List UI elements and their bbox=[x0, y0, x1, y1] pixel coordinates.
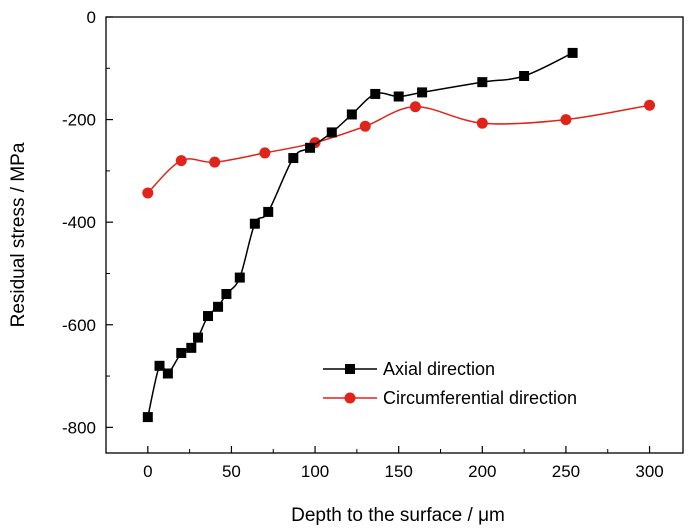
data-point-square bbox=[567, 47, 578, 58]
data-point-square bbox=[288, 153, 299, 164]
legend-marker bbox=[345, 364, 355, 374]
series-1 bbox=[142, 99, 656, 199]
x-tick-label: 0 bbox=[143, 462, 152, 481]
y-axis-title: Residual stress / MPa bbox=[8, 142, 29, 327]
series-line bbox=[147, 104, 650, 194]
data-point-square bbox=[192, 332, 203, 343]
legend-marker bbox=[344, 392, 356, 404]
axis-ticks bbox=[106, 16, 651, 453]
x-tick-label: 100 bbox=[301, 462, 329, 481]
legend-item: Axial direction bbox=[323, 359, 495, 379]
x-tick-label: 200 bbox=[468, 462, 496, 481]
data-point-square bbox=[154, 360, 165, 371]
series-line bbox=[147, 52, 573, 418]
data-point-circle bbox=[209, 156, 221, 168]
data-point-square bbox=[142, 412, 153, 423]
data-point-square bbox=[186, 342, 197, 353]
data-point-square bbox=[305, 142, 316, 153]
data-point-square bbox=[477, 77, 488, 88]
x-tick-label: 250 bbox=[552, 462, 580, 481]
data-point-circle bbox=[359, 120, 371, 132]
data-point-square bbox=[234, 272, 245, 283]
data-point-circle bbox=[142, 187, 154, 199]
y-tick-label: -600 bbox=[62, 316, 96, 335]
x-tick-label: 50 bbox=[222, 462, 241, 481]
y-tick-label: -800 bbox=[62, 418, 96, 437]
legend-label: Axial direction bbox=[383, 359, 495, 379]
data-point-circle bbox=[409, 101, 421, 113]
data-point-square bbox=[370, 88, 381, 99]
legend-label: Circumferential direction bbox=[383, 388, 577, 408]
data-point-square bbox=[417, 87, 428, 98]
y-tick-label: -400 bbox=[62, 213, 96, 232]
legend: Axial direction Circumferential direction bbox=[323, 359, 577, 408]
x-axis-title: Depth to the surface / μm bbox=[291, 505, 505, 526]
plot-frame bbox=[105, 16, 684, 454]
series-0 bbox=[142, 47, 578, 423]
data-point-square bbox=[326, 127, 337, 138]
data-point-square bbox=[221, 288, 232, 299]
data-point-circle bbox=[644, 99, 656, 111]
data-point-square bbox=[519, 70, 530, 81]
data-point-circle bbox=[259, 147, 271, 159]
series-layer bbox=[142, 47, 656, 423]
data-point-square bbox=[203, 311, 214, 322]
data-point-square bbox=[176, 347, 187, 358]
data-point-square bbox=[213, 301, 224, 312]
data-point-circle bbox=[476, 117, 488, 129]
x-tick-label: 300 bbox=[635, 462, 663, 481]
data-point-square bbox=[263, 206, 274, 217]
y-tick-label: -200 bbox=[62, 111, 96, 130]
data-point-circle bbox=[560, 114, 572, 126]
y-tick-label: 0 bbox=[87, 8, 96, 27]
tick-labels: 0 50 100 150 200 250 300 0 -200 -400 -600 -800 bbox=[62, 8, 664, 481]
data-point-square bbox=[162, 368, 173, 379]
data-point-square bbox=[249, 218, 260, 229]
data-point-square bbox=[393, 91, 404, 102]
data-point-square bbox=[346, 109, 357, 120]
x-tick-label: 150 bbox=[384, 462, 412, 481]
data-point-circle bbox=[175, 155, 187, 167]
legend-item: Circumferential direction bbox=[323, 388, 577, 408]
